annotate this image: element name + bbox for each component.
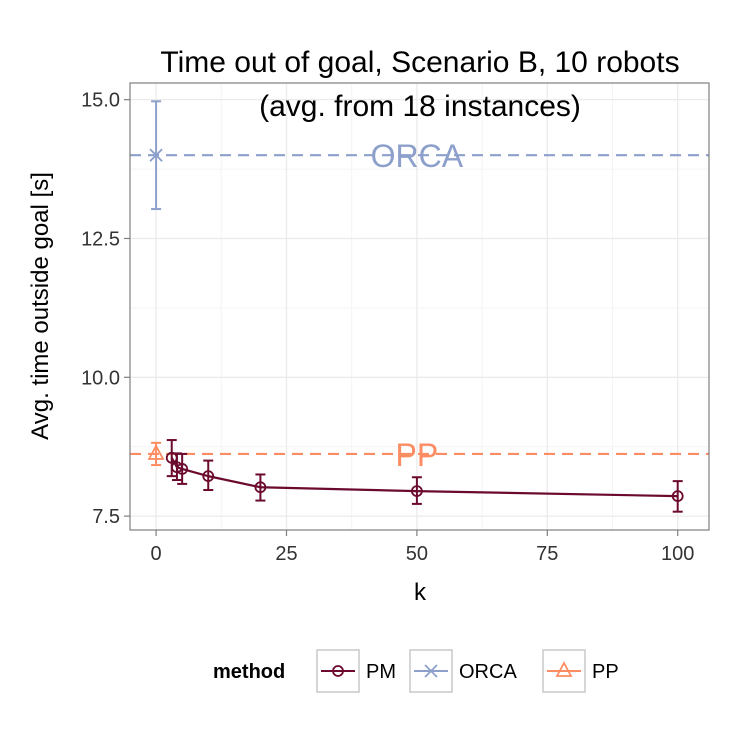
legend-triangle-marker-icon xyxy=(555,661,573,677)
data-point-pm xyxy=(410,485,423,498)
x-tick-label: 50 xyxy=(406,543,428,565)
chart-subtitle: (avg. from 18 instances) xyxy=(259,90,581,123)
x-tick-label: 100 xyxy=(661,543,694,565)
x-tick-label: 25 xyxy=(275,543,297,565)
legend: method PM ORCA PP xyxy=(213,649,619,693)
data-point-pm xyxy=(202,470,215,483)
legend-circle-marker-icon xyxy=(332,665,344,677)
reference-label-orca: ORCA xyxy=(371,138,464,174)
series-layer xyxy=(147,100,684,513)
legend-label-pm: PM xyxy=(366,661,396,683)
data-point-pp xyxy=(147,444,165,460)
y-axis-title: Avg. time outside goal [s] xyxy=(27,172,54,440)
legend-label-orca: ORCA xyxy=(459,661,517,683)
y-tick-label: 15.0 xyxy=(81,90,120,112)
legend-cross-marker-icon xyxy=(424,664,438,678)
legend-item-pm: PM xyxy=(316,649,396,693)
data-point-pm xyxy=(254,481,267,494)
series-orca xyxy=(149,100,163,211)
series-pm xyxy=(165,439,684,513)
y-tick-label: 7.5 xyxy=(92,506,120,528)
y-tick-label: 10.0 xyxy=(81,367,120,389)
series-pp xyxy=(147,441,165,467)
reference-label-pp: PP xyxy=(396,437,439,473)
axis-ticks: 0 25 50 75 100 7.5 10.0 12.5 15.0 xyxy=(81,90,694,565)
data-point-pm xyxy=(165,451,178,464)
data-point-orca xyxy=(149,148,163,162)
data-point-pm xyxy=(176,463,189,475)
legend-label-pp: PP xyxy=(592,661,619,683)
x-axis-title: k xyxy=(414,579,427,606)
data-point-pm xyxy=(171,461,183,474)
data-point-cross-stroke xyxy=(149,148,163,162)
legend-item-pp: PP xyxy=(542,649,619,693)
legend-title: method xyxy=(213,661,285,683)
chart-title: Time out of goal, Scenario B, 10 robots xyxy=(160,46,679,79)
reference-lines: ORCA PP xyxy=(130,138,709,473)
legend-item-orca: ORCA xyxy=(409,649,517,693)
x-tick-label: 0 xyxy=(151,543,162,565)
data-point-pm xyxy=(671,490,684,503)
y-tick-label: 12.5 xyxy=(81,228,120,250)
plot-border xyxy=(129,82,710,531)
x-tick-label: 75 xyxy=(536,543,558,565)
